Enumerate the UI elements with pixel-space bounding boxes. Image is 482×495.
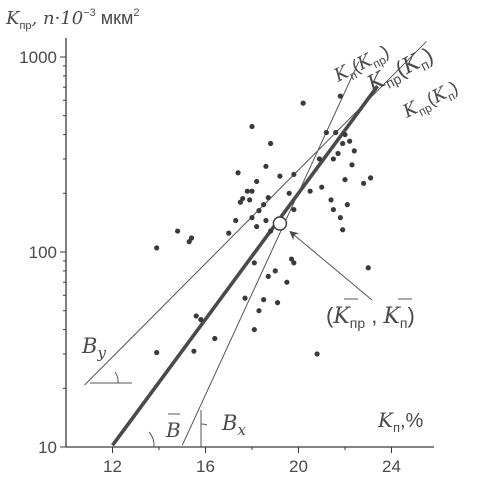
line-label-regression-y-on-x: Kпр(Kп) [399,77,463,125]
data-point-20 [272,268,278,274]
data-point-43 [319,184,325,190]
data-point-56 [349,162,355,168]
data-point-35 [249,188,255,194]
y-axis-label: Kпр, n·10−3 мкм2 [5,7,140,32]
data-point-18 [314,351,320,357]
data-point-45 [330,206,336,213]
data-point-17 [291,260,297,266]
data-point-14 [274,300,281,306]
data-point-61 [337,93,343,99]
data-point-0 [154,245,160,251]
data-point-48 [344,202,350,208]
x-tick-label-0: 12 [103,457,122,476]
data-point-13 [265,273,271,279]
angle-bx-arc [200,423,208,426]
data-point-44 [328,197,334,203]
data-point-16 [288,256,295,262]
data-point-49 [330,156,336,162]
data-point-50 [335,150,341,157]
data-point-25 [244,188,250,194]
data-point-10 [251,326,257,333]
data-point-30 [261,202,267,208]
data-point-37 [263,163,269,169]
data-point-26 [247,197,253,203]
data-point-64 [291,171,297,178]
data-point-7 [191,348,197,354]
regression-line-2 [181,61,360,446]
regression-line-1 [111,84,379,447]
data-point-42 [307,188,313,194]
data-point-29 [256,208,262,214]
data-point-51 [340,140,346,147]
data-point-33 [235,170,241,176]
data-point-58 [367,175,374,181]
data-point-28 [254,223,260,230]
mean-point-marker [272,216,288,231]
data-point-11 [256,308,262,314]
data-point-65 [316,156,323,162]
data-point-4 [154,349,160,356]
data-point-47 [340,227,346,233]
data-point-32 [268,228,274,234]
data-point-22 [226,230,232,236]
data-point-23 [233,217,239,224]
data-point-55 [351,148,357,154]
y-tick-label-1: 100 [29,243,57,262]
data-point-1 [175,228,181,234]
data-point-5 [193,313,199,319]
data-point-9 [242,295,248,301]
data-point-59 [342,177,348,183]
x-axis-label: Kп,% [377,408,424,435]
data-point-21 [251,260,257,266]
mean-point-arrow [289,230,373,301]
data-point-38 [265,195,271,201]
data-point-66 [323,129,329,136]
data-point-57 [361,180,367,186]
data-point-31 [263,217,269,224]
data-point-8 [212,335,218,342]
data-point-62 [249,123,255,130]
data-point-60 [300,100,306,106]
data-point-39 [277,173,283,179]
data-point-53 [333,129,339,136]
angle-b-arc [148,431,155,448]
x-tick-label-3: 24 [382,457,401,476]
angle-bx-label: Bx [221,411,246,439]
data-point-12 [261,297,267,303]
data-point-63 [268,140,274,147]
data-point-34 [240,195,246,202]
angle-b-label: B [165,418,181,442]
data-point-15 [284,279,290,285]
data-point-52 [342,131,348,138]
data-point-54 [347,138,353,144]
data-point-46 [337,215,343,221]
angle-by-label: By [81,334,106,362]
y-tick-label-0: 10 [38,438,57,457]
data-point-40 [286,190,292,196]
data-point-3 [188,235,195,241]
data-point-6 [198,317,204,323]
data-point-27 [249,215,255,221]
data-point-36 [254,178,260,185]
x-tick-label-1: 16 [196,457,215,476]
angle-by-arc [114,371,119,384]
y-tick-label-2: 1000 [19,48,57,67]
mean-point-label: (Kпр , Kп) [326,303,415,331]
x-tick-label-2: 20 [289,457,308,476]
data-point-41 [291,206,297,213]
data-point-19 [365,265,371,271]
